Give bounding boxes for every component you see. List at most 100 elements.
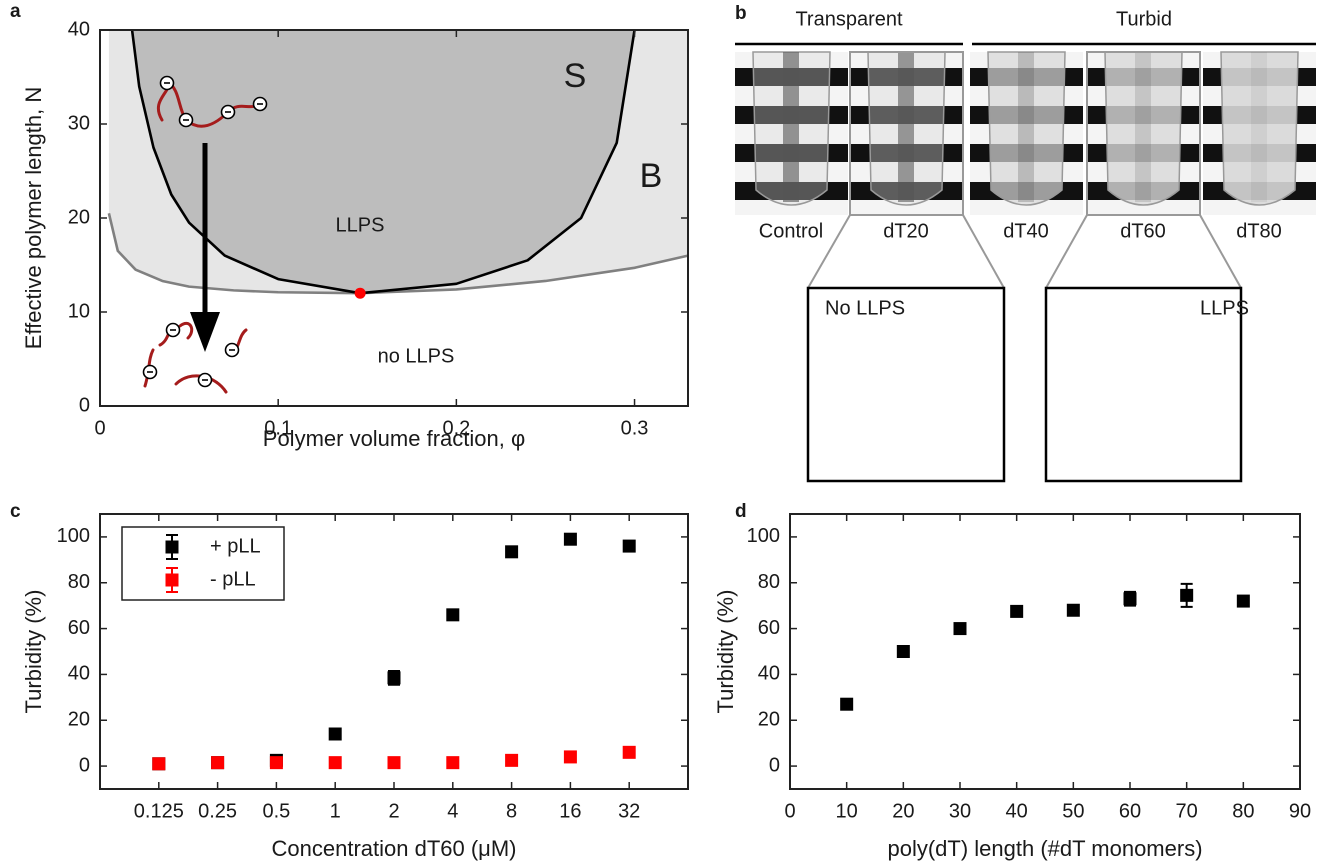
zoom-frame xyxy=(849,51,964,216)
x-tick-label: 30 xyxy=(949,800,971,822)
data-point xyxy=(387,671,401,685)
tube-rod xyxy=(1018,52,1034,202)
y-tick-label: 0 xyxy=(79,754,90,776)
zoom-line xyxy=(1045,214,1088,289)
x-tick-label: 0 xyxy=(94,417,105,439)
y-tick-label: 20 xyxy=(758,709,780,731)
phase-region xyxy=(132,30,635,294)
sample-label: Control xyxy=(759,220,823,242)
x-tick-label: 32 xyxy=(618,800,640,822)
panel-label: c xyxy=(10,501,21,522)
tube-rod xyxy=(1135,52,1151,202)
data-point xyxy=(1066,603,1080,617)
sample-label: dT60 xyxy=(1120,220,1166,242)
data-point xyxy=(563,750,577,764)
y-tick-label: 40 xyxy=(68,663,90,685)
data-point xyxy=(1010,604,1024,618)
y-tick-label: 100 xyxy=(747,525,780,547)
sample-photo xyxy=(1087,51,1200,215)
sample-photo xyxy=(735,51,848,215)
x-axis-label: poly(dT) length (#dT monomers) xyxy=(887,836,1202,861)
x-tick-label: 10 xyxy=(836,800,858,822)
y-tick-label: 40 xyxy=(758,663,780,685)
data-point xyxy=(152,757,166,771)
y-axis-label: Effective polymer length, N xyxy=(21,87,46,350)
region-label: no LLPS xyxy=(378,345,455,367)
y-tick-label: 20 xyxy=(68,709,90,731)
region-label: B xyxy=(640,157,663,195)
plot-frame xyxy=(789,513,1301,790)
data-point xyxy=(269,756,283,770)
legend-label: + pLL xyxy=(210,535,261,557)
x-tick-label: 2 xyxy=(388,800,399,822)
x-tick-label: 60 xyxy=(1119,800,1141,822)
panel-label: a xyxy=(10,1,21,22)
y-tick-label: 100 xyxy=(57,525,90,547)
phase-boundary xyxy=(107,213,689,295)
x-axis-label: Concentration dT60 (μM) xyxy=(272,836,517,861)
data-point xyxy=(505,753,519,767)
x-tick-label: 4 xyxy=(447,800,458,822)
sample-photo xyxy=(850,51,963,215)
y-tick-label: 80 xyxy=(68,571,90,593)
y-axis-label: Turbidity (%) xyxy=(713,590,738,714)
region-label: LLPS xyxy=(336,214,385,236)
data-point xyxy=(446,756,460,770)
data-point xyxy=(211,756,225,770)
data-point xyxy=(896,645,910,658)
data-point xyxy=(1123,592,1137,606)
tube xyxy=(987,51,1066,206)
sample-photo xyxy=(1203,51,1316,215)
group-label: Turbid xyxy=(1116,8,1172,30)
x-tick-label: 20 xyxy=(892,800,914,822)
legend-label: - pLL xyxy=(210,568,256,590)
data-point xyxy=(563,532,577,546)
y-tick-label: 0 xyxy=(79,394,90,416)
data-point xyxy=(622,745,636,759)
x-tick-label: 1 xyxy=(330,800,341,822)
x-tick-label: 0.25 xyxy=(198,800,237,822)
y-tick-label: 0 xyxy=(769,754,780,776)
data-point xyxy=(446,608,460,622)
x-tick-label: 0 xyxy=(784,800,795,822)
arrow-head xyxy=(190,312,220,352)
data-point xyxy=(505,545,519,559)
data-point xyxy=(387,756,401,770)
data-point xyxy=(1180,588,1194,602)
phase-boundary xyxy=(130,29,636,295)
tube xyxy=(1220,51,1299,206)
inset-box xyxy=(806,286,1006,483)
y-tick-label: 20 xyxy=(68,206,90,228)
x-tick-label: 90 xyxy=(1289,800,1311,822)
inset-label: LLPS xyxy=(1200,297,1249,319)
x-tick-label: 50 xyxy=(1062,800,1084,822)
y-tick-label: 80 xyxy=(758,571,780,593)
x-tick-label: 0.2 xyxy=(442,417,470,439)
sample-label: dT80 xyxy=(1236,220,1282,242)
inset-box xyxy=(1044,286,1243,483)
tube xyxy=(1104,51,1183,206)
zoom-frame xyxy=(1086,51,1201,216)
sample-label: dT40 xyxy=(1003,220,1049,242)
data-point xyxy=(328,756,342,770)
data-point xyxy=(328,727,342,741)
group-label: Transparent xyxy=(795,8,903,30)
x-tick-label: 80 xyxy=(1232,800,1254,822)
y-tick-label: 10 xyxy=(68,300,90,322)
sample-photo xyxy=(970,51,1083,215)
x-tick-label: 0.5 xyxy=(262,800,290,822)
region-label: S xyxy=(564,57,587,95)
x-axis-label: Polymer volume fraction, φ xyxy=(263,426,525,451)
panel-label: d xyxy=(735,501,747,522)
tube-rod xyxy=(1251,52,1267,202)
plot-background xyxy=(790,514,1300,789)
legend-marker xyxy=(165,540,179,554)
zoom-line xyxy=(1199,214,1242,289)
x-tick-label: 70 xyxy=(1176,800,1198,822)
x-tick-label: 0.125 xyxy=(134,800,184,822)
legend-marker xyxy=(165,573,179,587)
schematic xyxy=(142,75,268,394)
tube-rod xyxy=(783,52,799,202)
y-tick-label: 60 xyxy=(758,617,780,639)
